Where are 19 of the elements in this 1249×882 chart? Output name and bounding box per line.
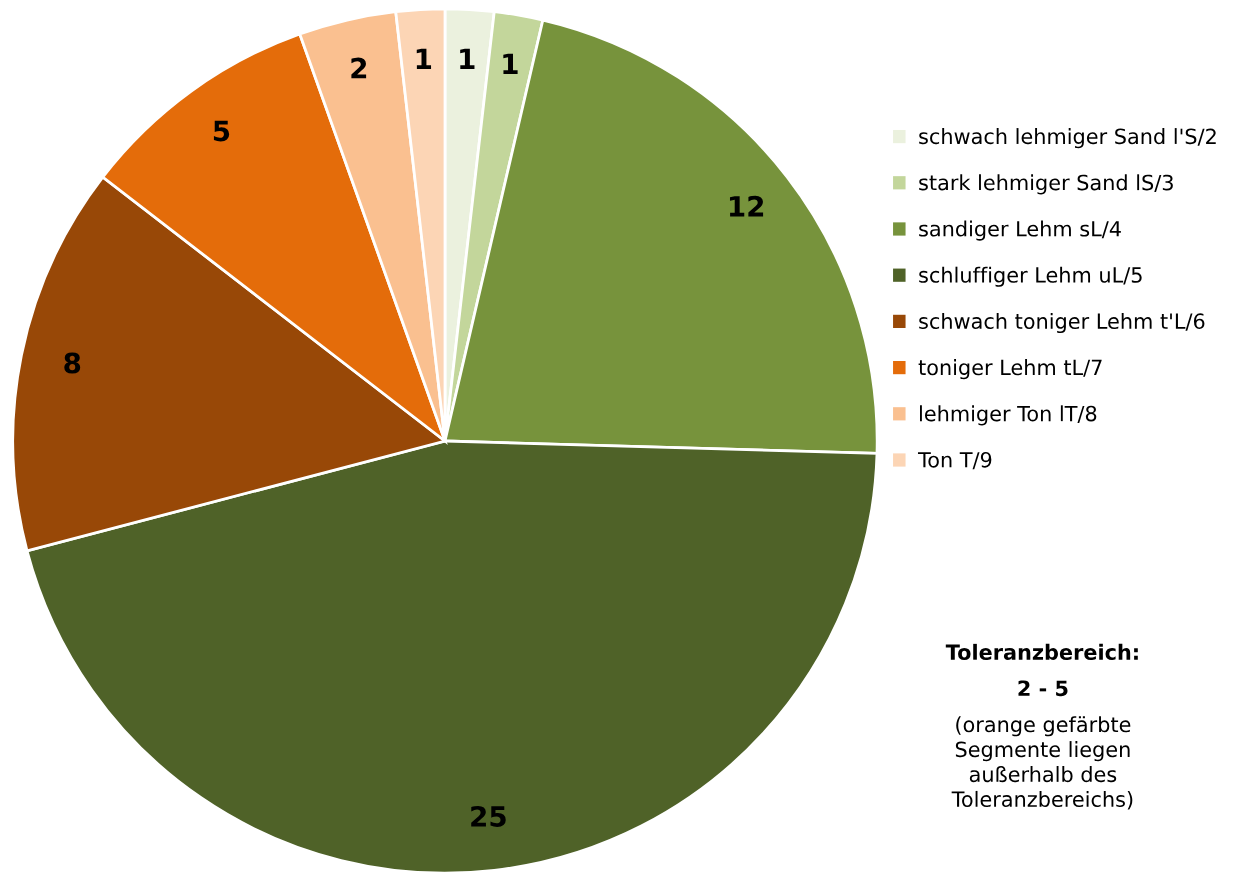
legend-label: lehmiger Ton lT/8 (920, 405, 1097, 426)
text: (orange gefärbte Segmente liegen außerhalb des Toleranzbereichs) (951, 716, 1133, 810)
legend-label: Ton T/9 (917, 451, 992, 470)
data-label: 1 (460, 48, 475, 69)
data-label: 1 (416, 48, 432, 69)
data-label: 12 (729, 195, 764, 217)
data-label: 8 (64, 352, 81, 374)
legend-label: sandiger Lehm sL/4 (919, 220, 1121, 241)
legend-label: schwach toniger Lehm t'L/6 (919, 312, 1205, 334)
data-label: 25 (471, 805, 506, 827)
legend-label: toniger Lehm tL/7 (918, 359, 1102, 380)
legend-label: schluffiger Lehm uL/5 (919, 266, 1142, 287)
text: Toleranzbereich: (945, 643, 1138, 660)
legend-label: stark lehmiger Sand lS/3 (919, 174, 1173, 195)
legend-label: schwach lehmiger Sand l'S/2 (919, 128, 1216, 149)
text: 2 - 5 (1018, 680, 1068, 697)
data-label: 2 (351, 57, 367, 79)
data-label: 5 (213, 120, 230, 142)
data-label: 1 (503, 53, 518, 74)
